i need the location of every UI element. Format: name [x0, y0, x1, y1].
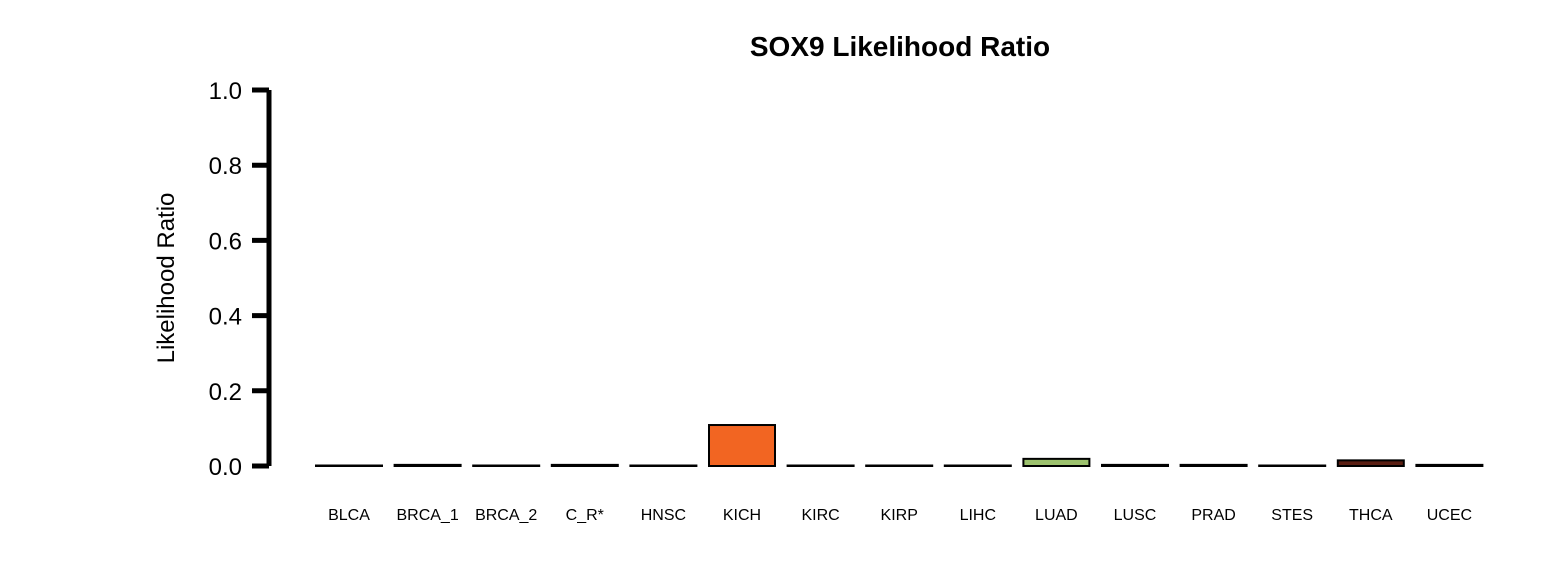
bar-luad	[1022, 457, 1091, 467]
y-axis-label: Likelihood Ratio	[153, 193, 180, 364]
x-tick-label: LUAD	[1035, 507, 1078, 524]
x-tick-label: LIHC	[960, 507, 996, 524]
bar-thca	[1336, 459, 1405, 467]
x-tick-label: KICH	[723, 507, 761, 524]
y-axis-ticks: 0.0 0.2 0.4 0.6 0.8 1.0	[209, 78, 269, 481]
bar-hnsc	[629, 464, 698, 467]
bar-stes	[1258, 464, 1327, 467]
x-axis-labels: BLCA BRCA_1 BRCA_2 C_R* HNSC KICH KIRC KIRP LIHC…	[328, 507, 1472, 524]
x-tick-label: BRCA_2	[475, 507, 537, 524]
chart-title: SOX9 Likelihood Ratio	[750, 31, 1050, 62]
x-tick-label: UCEC	[1427, 507, 1472, 524]
bar-kirc	[786, 464, 855, 467]
y-tick-label: 0.6	[209, 228, 242, 255]
x-tick-label: PRAD	[1191, 507, 1235, 524]
y-tick-label: 0.0	[209, 454, 242, 481]
bar-kirp	[865, 464, 934, 467]
y-tick-label: 0.2	[209, 379, 242, 406]
x-tick-label: LUSC	[1114, 507, 1157, 524]
y-tick-label: 0.4	[209, 304, 242, 331]
bar-kich	[708, 424, 776, 467]
y-tick-label: 1.0	[209, 78, 242, 105]
bar-prad	[1179, 463, 1248, 468]
x-tick-label: BRCA_1	[396, 507, 458, 524]
x-tick-label: KIRP	[881, 507, 918, 524]
x-tick-label: THCA	[1349, 507, 1393, 524]
y-tick-label: 0.8	[209, 153, 242, 180]
bar-brca-2	[472, 464, 541, 467]
x-tick-label: KIRC	[801, 507, 839, 524]
x-tick-label: HNSC	[641, 507, 686, 524]
bar-c-r	[550, 463, 619, 468]
bar-lihc	[943, 464, 1012, 467]
x-tick-label: STES	[1271, 507, 1313, 524]
bars	[315, 424, 1484, 468]
bar-lusc	[1101, 463, 1169, 468]
x-tick-label: C_R*	[566, 507, 604, 524]
x-tick-label: BLCA	[328, 507, 370, 524]
bar-ucec	[1415, 463, 1484, 468]
bar-blca	[315, 464, 383, 467]
bar-brca-1	[393, 463, 462, 468]
